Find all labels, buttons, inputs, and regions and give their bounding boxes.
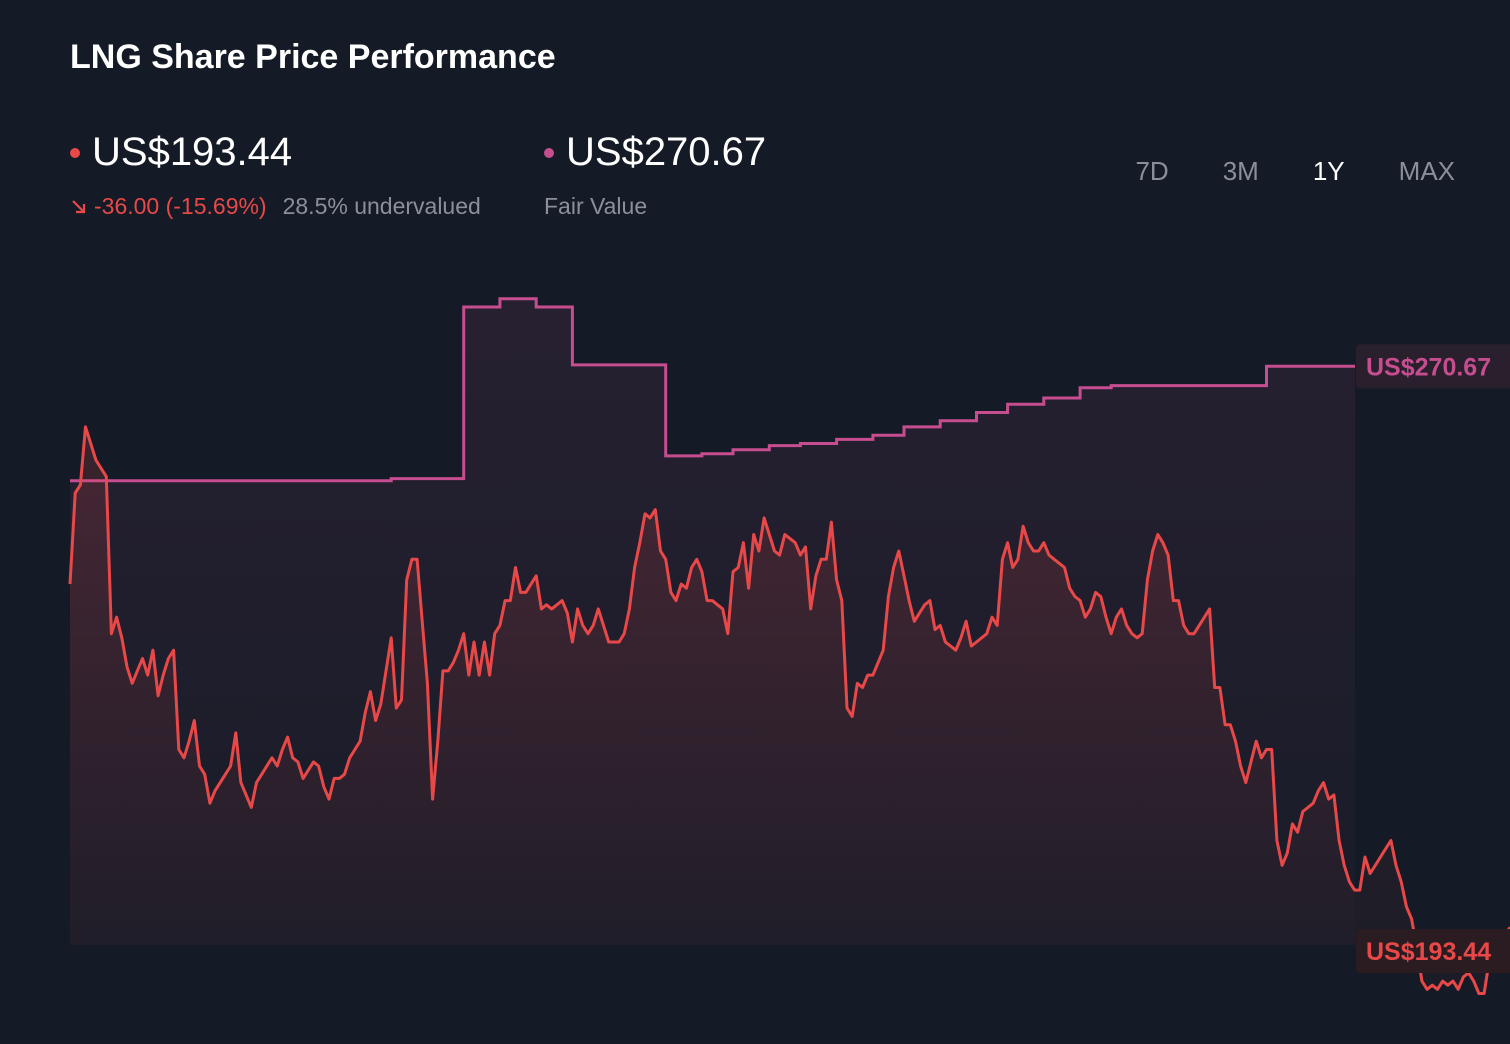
fair-value-line xyxy=(70,297,1355,483)
valuation-text: 28.5% undervalued xyxy=(282,193,481,219)
price-change-value: -36.00 (-15.69%) xyxy=(94,193,267,219)
price-change: -36.00 (-15.69%) xyxy=(70,193,267,220)
svg-text:US$193.44: US$193.44 xyxy=(1366,938,1491,966)
svg-text:US$270.67: US$270.67 xyxy=(1366,353,1491,381)
current-price: US$193.44 xyxy=(92,130,293,174)
fair-value-dot xyxy=(544,147,554,158)
price-line xyxy=(68,425,1510,995)
arrow-down-right-icon xyxy=(72,199,86,213)
chart-title: LNG Share Price Performance xyxy=(70,38,556,76)
range-1y[interactable]: 1Y xyxy=(1312,156,1345,186)
fair-value-block: US$270.67 Fair Value xyxy=(544,130,766,220)
time-range-selector: 7D 3M 1Y MAX xyxy=(1108,156,1482,187)
current-price-block: US$193.44 -36.00 (-15.69%) 28.5% underva… xyxy=(70,130,481,220)
fair-value-end-label: US$270.67 xyxy=(1356,344,1510,389)
fair-value-label: Fair Value xyxy=(544,193,648,219)
range-7d[interactable]: 7D xyxy=(1135,156,1169,186)
range-3m[interactable]: 3M xyxy=(1222,156,1259,186)
price-end-label: US$193.44 xyxy=(1356,929,1510,973)
current-price-dot xyxy=(70,147,80,158)
fair-value-price: US$270.67 xyxy=(566,130,767,174)
range-max[interactable]: MAX xyxy=(1398,156,1455,186)
